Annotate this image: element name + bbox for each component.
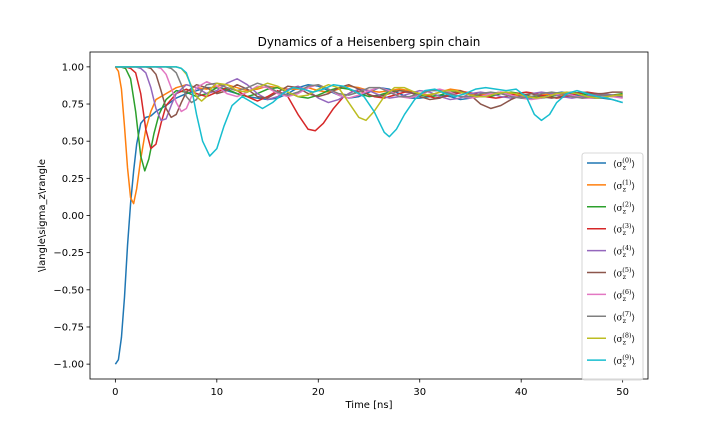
series-line-9 xyxy=(115,66,623,157)
series-lines xyxy=(114,66,623,365)
y-tick-label: −0.25 xyxy=(53,248,84,259)
y-axis: −1.00 −0.75 −0.50 −0.25 0.00 0.25 0.50 0.75 1.00 xyxy=(53,62,90,371)
legend-entry-6: ⟨σz(6)⟩ xyxy=(613,288,635,303)
x-tick-label: 10 xyxy=(210,387,223,398)
y-tick-label: 0.50 xyxy=(62,137,84,148)
chart-title: Dynamics of a Heisenberg spin chain xyxy=(258,35,481,49)
x-axis: 0 10 20 30 40 50 xyxy=(112,379,629,398)
series-line-5 xyxy=(115,66,623,119)
y-tick-label: 0.00 xyxy=(62,211,84,222)
legend-entry-1: ⟨σz(1)⟩ xyxy=(613,178,635,193)
legend: ⟨σz(0)⟩ ⟨σz(1)⟩ ⟨σz(2)⟩ ⟨σz(3)⟩ ⟨σz(4)⟩ ⟨σz(5… xyxy=(581,152,644,381)
legend-entry-8: ⟨σz(8)⟩ xyxy=(613,332,635,347)
legend-entry-0: ⟨σz(0)⟩ xyxy=(613,157,635,172)
y-tick-label: −1.00 xyxy=(53,360,84,371)
legend-entry-4: ⟨σz(4)⟩ xyxy=(613,244,635,259)
y-axis-title: \langle\sigma_z\rangle xyxy=(37,159,48,272)
x-tick-label: 20 xyxy=(312,387,325,398)
x-axis-title: Time [ns] xyxy=(344,400,392,411)
legend-entry-5: ⟨σz(5)⟩ xyxy=(613,266,635,281)
legend-entry-3: ⟨σz(3)⟩ xyxy=(613,222,635,237)
legend-entry-7: ⟨σz(7)⟩ xyxy=(613,310,635,325)
y-tick-label: −0.50 xyxy=(53,285,84,296)
y-tick-label: 0.25 xyxy=(62,174,84,185)
y-tick-label: 1.00 xyxy=(62,62,84,73)
y-tick-label: −0.75 xyxy=(53,322,84,333)
x-tick-label: 50 xyxy=(616,387,629,398)
x-tick-label: 30 xyxy=(413,387,426,398)
y-tick-label: 0.75 xyxy=(62,100,84,111)
series-line-7 xyxy=(115,66,623,104)
legend-box xyxy=(581,152,644,381)
x-tick-label: 0 xyxy=(112,387,118,398)
x-tick-label: 40 xyxy=(515,387,528,398)
legend-entry-9: ⟨σz(9)⟩ xyxy=(613,354,635,369)
legend-entry-2: ⟨σz(2)⟩ xyxy=(613,200,635,215)
